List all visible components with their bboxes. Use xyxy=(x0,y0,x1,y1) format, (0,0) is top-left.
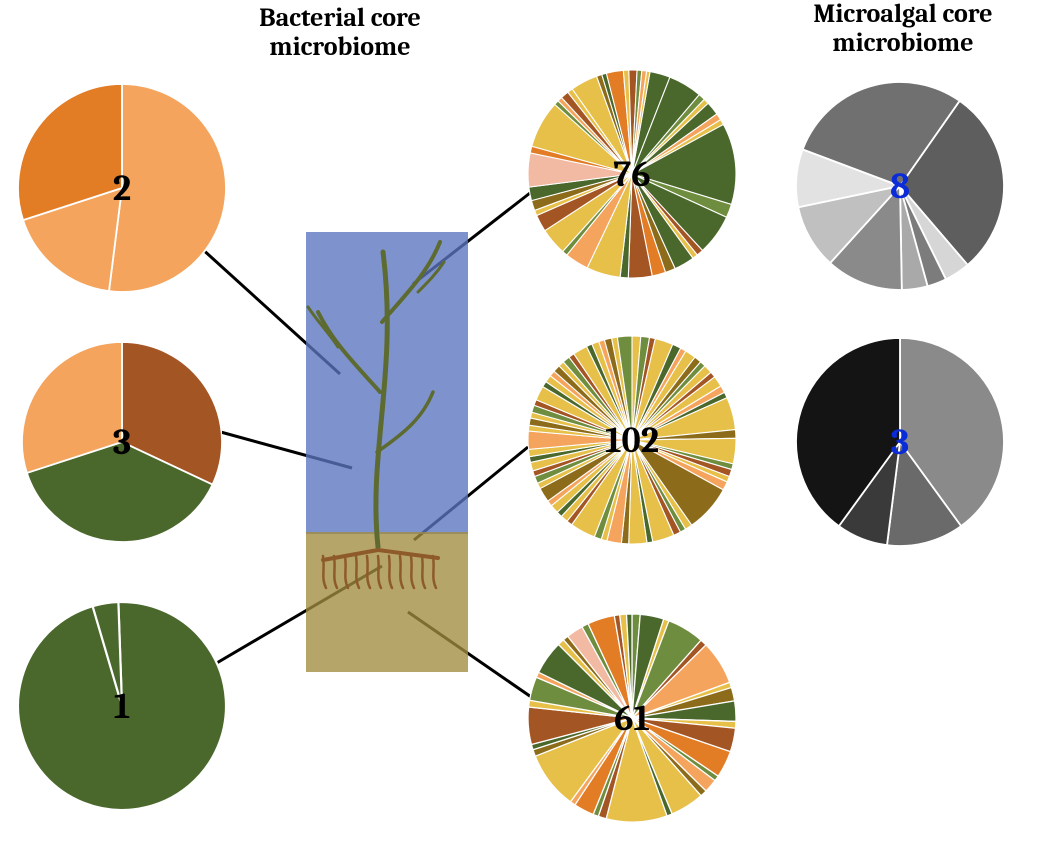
pie-microalgal-top: 8 xyxy=(796,82,1004,290)
figure-stage: Bacterial core microbiome Microalgal cor… xyxy=(0,0,1042,850)
pie-bacterial-left-top: 2 xyxy=(18,84,226,292)
pie-bacterial-left-bot: 1 xyxy=(18,602,226,810)
pie-bacterial-mid-bot: 61 xyxy=(528,614,736,822)
pie-bacterial-left-mid: 3 xyxy=(22,342,222,542)
pie-bacterial-mid-mid: 102 xyxy=(528,336,736,544)
pie-microalgal-mid: 3 xyxy=(796,338,1004,546)
pie-bacterial-mid-top: 76 xyxy=(528,70,736,278)
